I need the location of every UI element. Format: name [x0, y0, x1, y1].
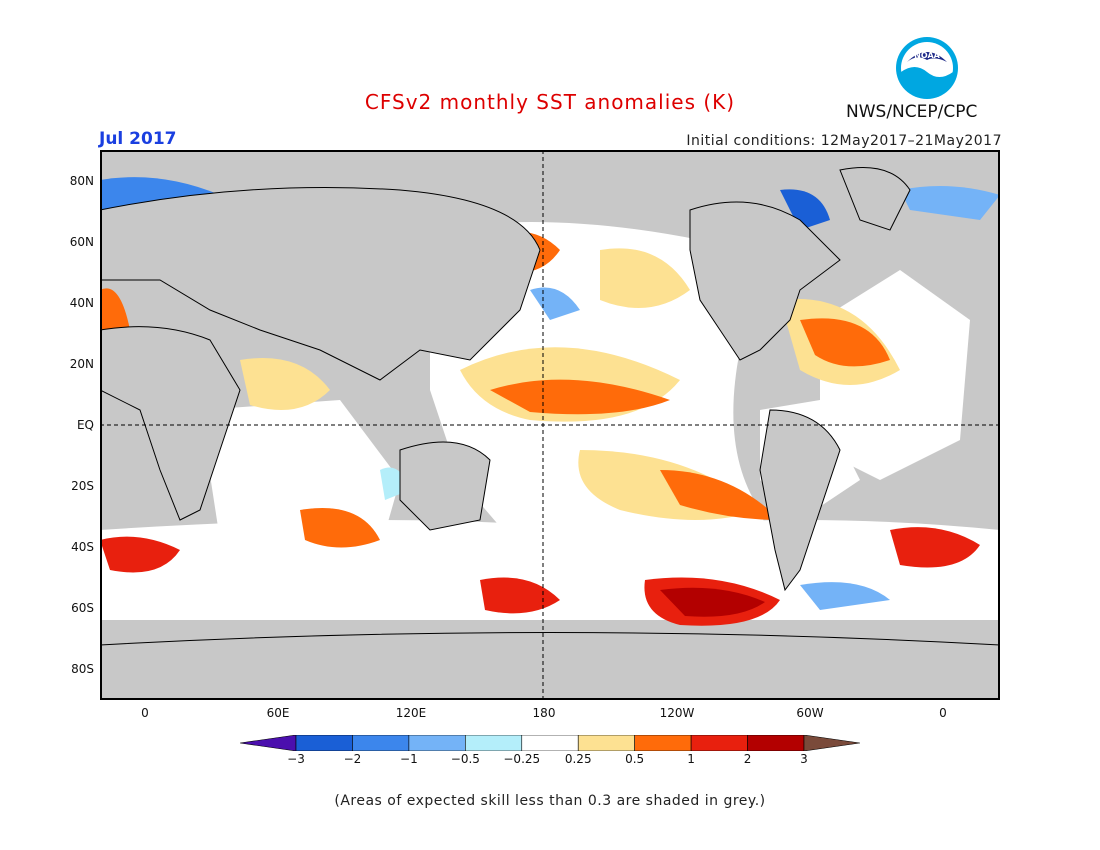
lon-label-120e: 120E: [395, 706, 427, 720]
colorbar: [240, 735, 860, 751]
colorbar-tick-label: −0.25: [503, 752, 541, 766]
noaa-logo: NOAA: [896, 37, 958, 99]
colorbar-box: [295, 735, 353, 751]
lon-label-0-east: 0: [939, 706, 947, 720]
colorbar-box: [408, 735, 466, 751]
colorbar-box: [352, 735, 410, 751]
lat-label-60n: 60N: [69, 235, 94, 249]
chart-title: CFSv2 monthly SST anomalies (K): [364, 90, 736, 114]
australia-landmass: [399, 441, 491, 531]
colorbar-box: [521, 735, 579, 751]
eurasia-landmass: [100, 187, 541, 381]
colorbar-tick-label: 2: [743, 752, 752, 766]
africa-landmass: [100, 326, 241, 521]
skill-footnote: (Areas of expected skill less than 0.3 a…: [334, 793, 766, 809]
colorbar-box: [747, 735, 805, 751]
north-america-landmass: [689, 201, 841, 361]
lat-label-60s: 60S: [71, 601, 94, 615]
logo-text: NOAA: [914, 51, 940, 60]
lon-label-60w: 60W: [796, 706, 824, 720]
colorbar-tick-label: 0.25: [564, 752, 592, 766]
forecast-month: Jul 2017: [99, 129, 177, 149]
colorbar-max-arrow: [803, 735, 860, 751]
colorbar-tick-label: 0.5: [625, 752, 645, 766]
greenland-landmass: [839, 167, 911, 231]
colorbar-box: [465, 735, 523, 751]
colorbar-box: [634, 735, 692, 751]
antarctica-landmass: [100, 632, 1000, 700]
initial-conditions: Initial conditions: 12May2017–21May2017: [686, 133, 1002, 149]
lat-label-80s: 80S: [71, 662, 94, 676]
lon-label-120w: 120W: [659, 706, 695, 720]
lat-label-40n: 40N: [69, 296, 94, 310]
lat-label-eq: EQ: [76, 418, 94, 432]
colorbar-tick-label: −1: [400, 752, 418, 766]
sst-anomaly-map: [100, 150, 1000, 700]
lat-label-40s: 40S: [71, 540, 94, 554]
colorbar-box: [577, 735, 635, 751]
map-frame: [100, 150, 1000, 700]
colorbar-tick-label: −0.5: [450, 752, 480, 766]
lat-label-20n: 20N: [69, 357, 94, 371]
south-america-landmass: [759, 409, 841, 592]
colorbar-tick-label: 1: [687, 752, 695, 766]
lon-label-180: 180: [532, 706, 556, 720]
lat-label-20s: 20S: [71, 479, 94, 493]
colorbar-tick-label: −3: [287, 752, 305, 766]
lon-label-0: 0: [141, 706, 149, 720]
warm-anomalies: [100, 232, 980, 626]
lon-label-60e: 60E: [266, 706, 290, 720]
colorbar-min-arrow: [240, 735, 297, 751]
colorbar-tick-label: 3: [800, 752, 808, 766]
colorbar-box: [690, 735, 748, 751]
colorbar-tick-label: −2: [343, 752, 362, 766]
continents: [100, 167, 1000, 700]
agency-label: NWS/NCEP/CPC: [846, 102, 978, 122]
lat-label-80n: 80N: [69, 174, 94, 188]
